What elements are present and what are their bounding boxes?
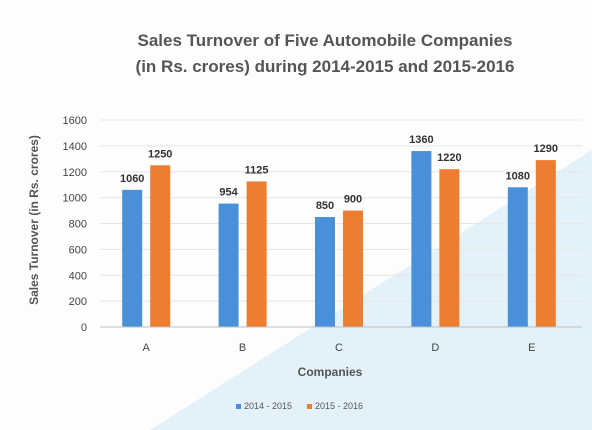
y-tick-label: 1400 (63, 141, 87, 153)
bars (122, 151, 556, 327)
data-label-D-series-2: 1220 (437, 152, 461, 164)
bar-B-series-1 (218, 203, 239, 327)
y-tick-label: 1600 (63, 115, 87, 127)
bar-C-series-1 (315, 217, 335, 327)
bar-A-series-1 (122, 189, 143, 327)
category-label-A: A (143, 342, 151, 354)
background-overlay (150, 150, 592, 430)
y-tick-label: 600 (69, 244, 87, 256)
data-label-B-series-1: 954 (219, 187, 238, 199)
data-label-C-series-2: 900 (344, 194, 362, 206)
y-tick-label: 400 (69, 270, 87, 282)
y-tick-label: 800 (69, 219, 87, 231)
chart-title-line-1: Sales Turnover of Five Automobile Compan… (137, 31, 512, 50)
data-label-C-series-1: 850 (316, 200, 334, 212)
y-tick-label: 200 (69, 296, 87, 308)
data-label-B-series-2: 1125 (245, 164, 269, 176)
y-axis-ticks: 0 200 400 600 800 1000 1200 1400 1600 (63, 115, 87, 334)
y-tick-label: 1200 (63, 167, 87, 179)
y-tick-label: 0 (81, 322, 87, 334)
category-label-E: E (528, 342, 535, 354)
legend-label-series-1: 2014 - 2015 (244, 401, 292, 411)
data-label-E-series-2: 1290 (534, 143, 558, 155)
legend: 2014 - 2015 2015 - 2016 (236, 401, 363, 411)
legend-label-series-2: 2015 - 2016 (315, 401, 363, 411)
legend-swatch-series-1 (236, 404, 241, 409)
data-label-A-series-1: 1060 (120, 173, 144, 185)
data-label-D-series-1: 1360 (409, 134, 433, 146)
chart-title-line-2: (in Rs. crores) during 2014-2015 and 201… (136, 57, 515, 76)
x-axis-categories: A B C D E (143, 342, 536, 354)
bar-B-series-2 (246, 181, 267, 327)
y-tick-label: 1000 (63, 193, 87, 205)
data-label-A-series-2: 1250 (148, 148, 172, 160)
y-axis-title: Sales Turnover (in Rs. crores) (27, 135, 41, 305)
category-label-B: B (239, 342, 246, 354)
bar-D-series-1 (411, 151, 432, 327)
bar-E-series-2 (535, 160, 556, 327)
x-axis-title: Companies (298, 365, 363, 379)
bar-D-series-2 (439, 169, 460, 327)
data-labels: 1060 1250 954 1125 850 900 1360 1220 1080 1290 (120, 134, 558, 212)
bar-C-series-2 (343, 210, 363, 327)
bar-E-series-1 (507, 187, 528, 327)
category-label-D: D (431, 342, 439, 354)
data-label-E-series-1: 1080 (506, 170, 530, 182)
category-label-C: C (335, 342, 343, 354)
gridlines (100, 119, 582, 302)
legend-swatch-series-2 (307, 404, 312, 409)
bar-A-series-2 (150, 165, 171, 327)
